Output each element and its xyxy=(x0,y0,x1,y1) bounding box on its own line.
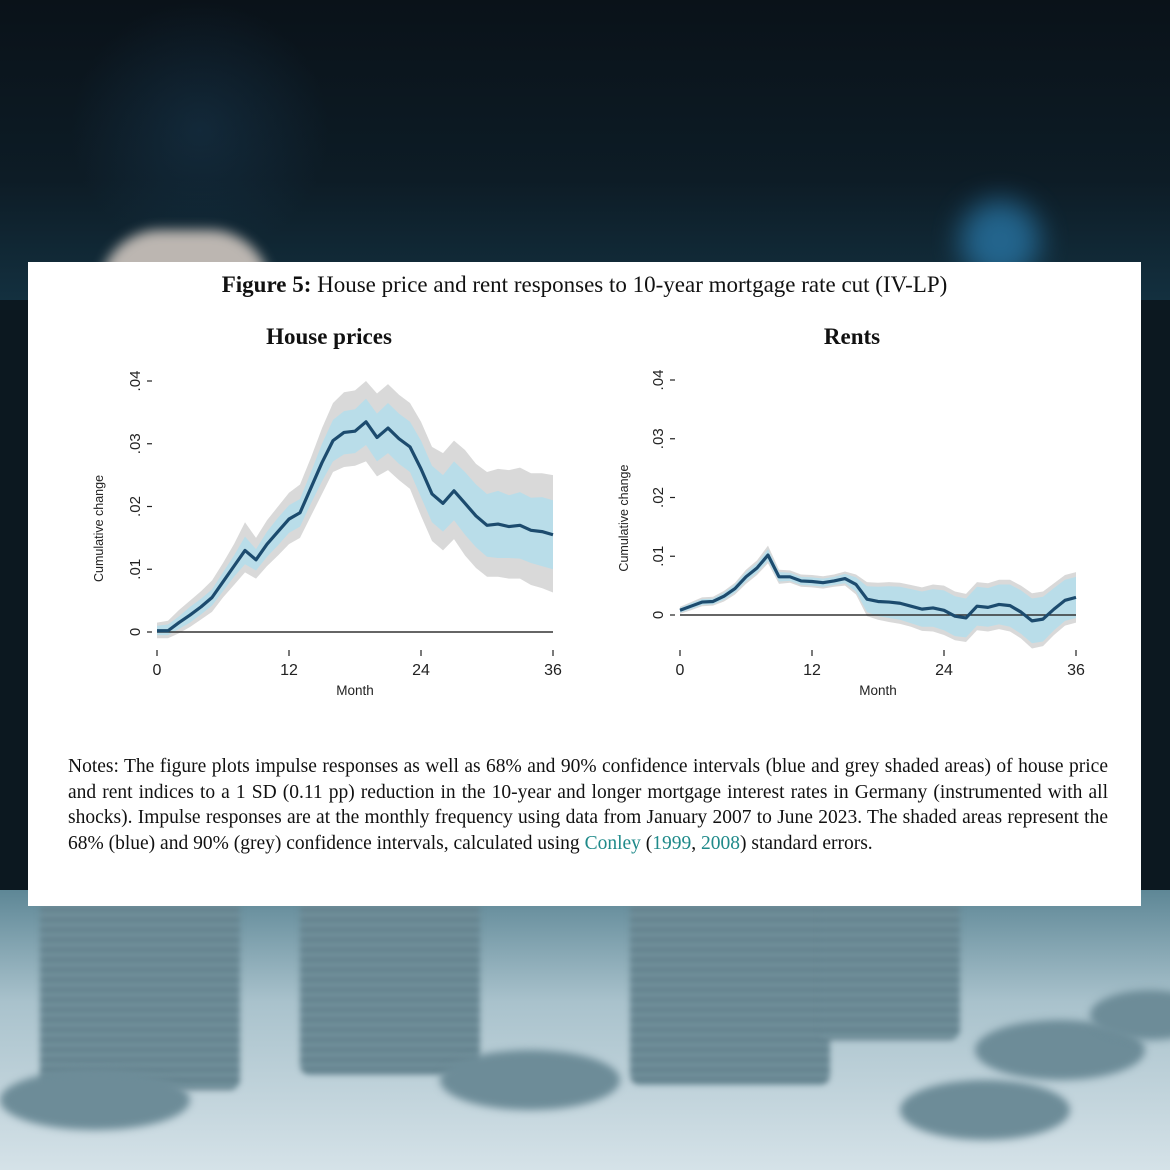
citation-link-conley[interactable]: Conley xyxy=(584,832,641,854)
citation-link-2008[interactable]: 2008 xyxy=(701,832,741,854)
x-axis-label: Month xyxy=(336,683,374,698)
x-tick-label: 12 xyxy=(280,662,298,679)
background-photo-coins xyxy=(0,890,1170,1170)
x-tick-label: 0 xyxy=(676,662,685,679)
x-tick-label: 0 xyxy=(153,662,162,679)
x-tick-label: 12 xyxy=(803,662,821,679)
citation-link-1999[interactable]: 1999 xyxy=(652,832,692,854)
x-tick-label: 36 xyxy=(1067,662,1085,679)
impulse-response-line xyxy=(157,420,554,633)
y-axis-label: Cumulative change xyxy=(617,465,631,572)
figure-title: Figure 5: House price and rent responses… xyxy=(28,272,1141,298)
notes-text-end: ) standard errors. xyxy=(740,832,873,854)
impulse-response-line xyxy=(679,553,1077,623)
y-tick-label: .03 xyxy=(127,433,144,454)
notes-punct: , xyxy=(691,832,702,854)
figure-card: Figure 5: House price and rent responses… xyxy=(28,262,1141,906)
background-glow xyxy=(70,0,330,260)
y-axis-label: Cumulative change xyxy=(92,475,106,582)
x-tick-label: 36 xyxy=(544,662,562,679)
x-tick-label: 24 xyxy=(935,662,953,679)
figure-notes: Notes: The figure plots impulse response… xyxy=(68,754,1108,856)
y-tick-label: .01 xyxy=(650,546,667,567)
ci90-band xyxy=(157,381,553,639)
y-tick-label: .03 xyxy=(650,428,667,449)
notes-punct: ( xyxy=(640,832,653,854)
panel-title-house-prices: House prices xyxy=(266,324,392,349)
ci68-band xyxy=(680,549,1076,644)
y-tick-label: 0 xyxy=(127,628,144,636)
ci68-band xyxy=(157,398,553,636)
chart-house-prices: 0 .01 .02 .03 .04 Cumulative change 0 12 24 36 Mon… xyxy=(92,371,562,698)
panel-title-rents: Rents xyxy=(823,324,881,349)
figure-title-text: House price and rent responses to 10-yea… xyxy=(317,272,948,297)
y-tick-label: .01 xyxy=(127,559,144,580)
x-tick-label: 24 xyxy=(412,662,430,679)
chart-rents: 0 .01 .02 .03 .04 Cumulative change 0 12 24 36 Mon… xyxy=(617,370,1085,698)
y-tick-label: 0 xyxy=(650,611,667,619)
x-axis-label: Month xyxy=(859,683,897,698)
y-tick-label: .04 xyxy=(650,370,667,391)
y-tick-label: .04 xyxy=(127,371,144,392)
y-tick-label: .02 xyxy=(650,487,667,508)
y-tick-label: .02 xyxy=(127,496,144,517)
impulse-response-charts: 0 .01 .02 .03 .04 Cumulative change 0 12 24 36 Mon… xyxy=(92,370,1085,698)
notes-text: Notes: The figure plots impulse response… xyxy=(68,756,1108,854)
figure-label: Figure 5: xyxy=(221,272,312,297)
